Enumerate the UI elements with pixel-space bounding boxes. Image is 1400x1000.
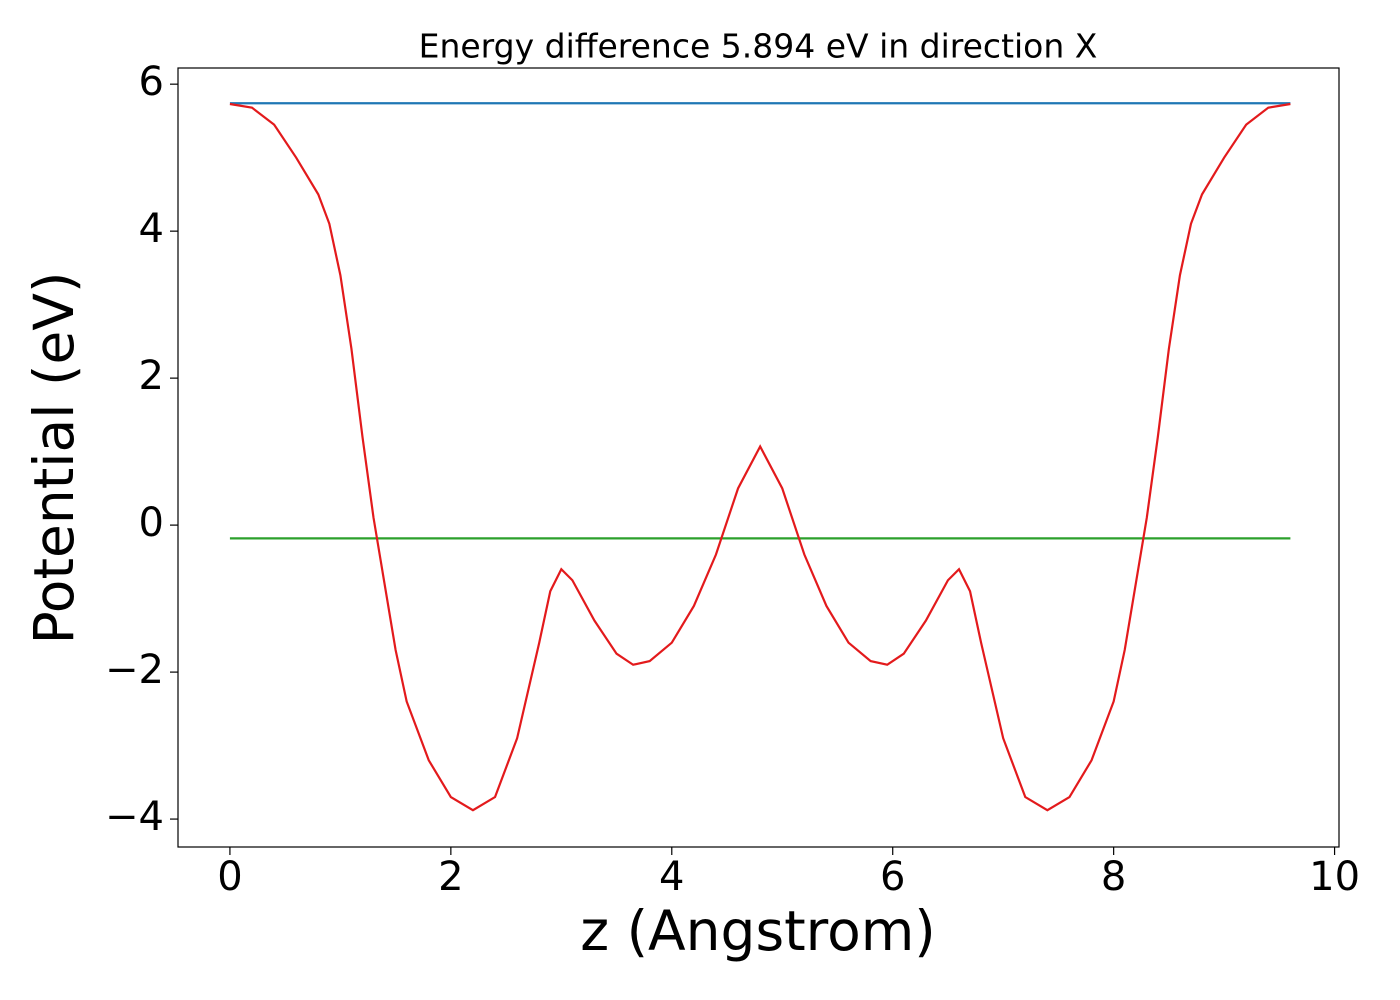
x-tick-label: 4 — [659, 854, 684, 900]
y-tick-label: −2 — [105, 647, 164, 693]
y-tick-label: 6 — [139, 59, 164, 105]
x-tick-label: 2 — [438, 854, 463, 900]
x-tick-label: 10 — [1309, 854, 1360, 900]
x-tick-label: 8 — [1101, 854, 1126, 900]
y-axis-label: Potential (eV) — [22, 272, 86, 645]
y-tick-label: 0 — [139, 500, 164, 546]
x-axis-label: z (Angstrom) — [580, 899, 936, 963]
y-tick-label: −4 — [105, 794, 164, 840]
y-tick-label: 4 — [139, 206, 164, 252]
x-tick-label: 0 — [217, 854, 242, 900]
chart-title: Energy difference 5.894 eV in direction … — [419, 27, 1098, 66]
plot-frame — [177, 67, 1340, 848]
data-line — [229, 102, 1291, 812]
x-tick-label: 6 — [880, 854, 905, 900]
y-tick-label: 2 — [139, 353, 164, 399]
